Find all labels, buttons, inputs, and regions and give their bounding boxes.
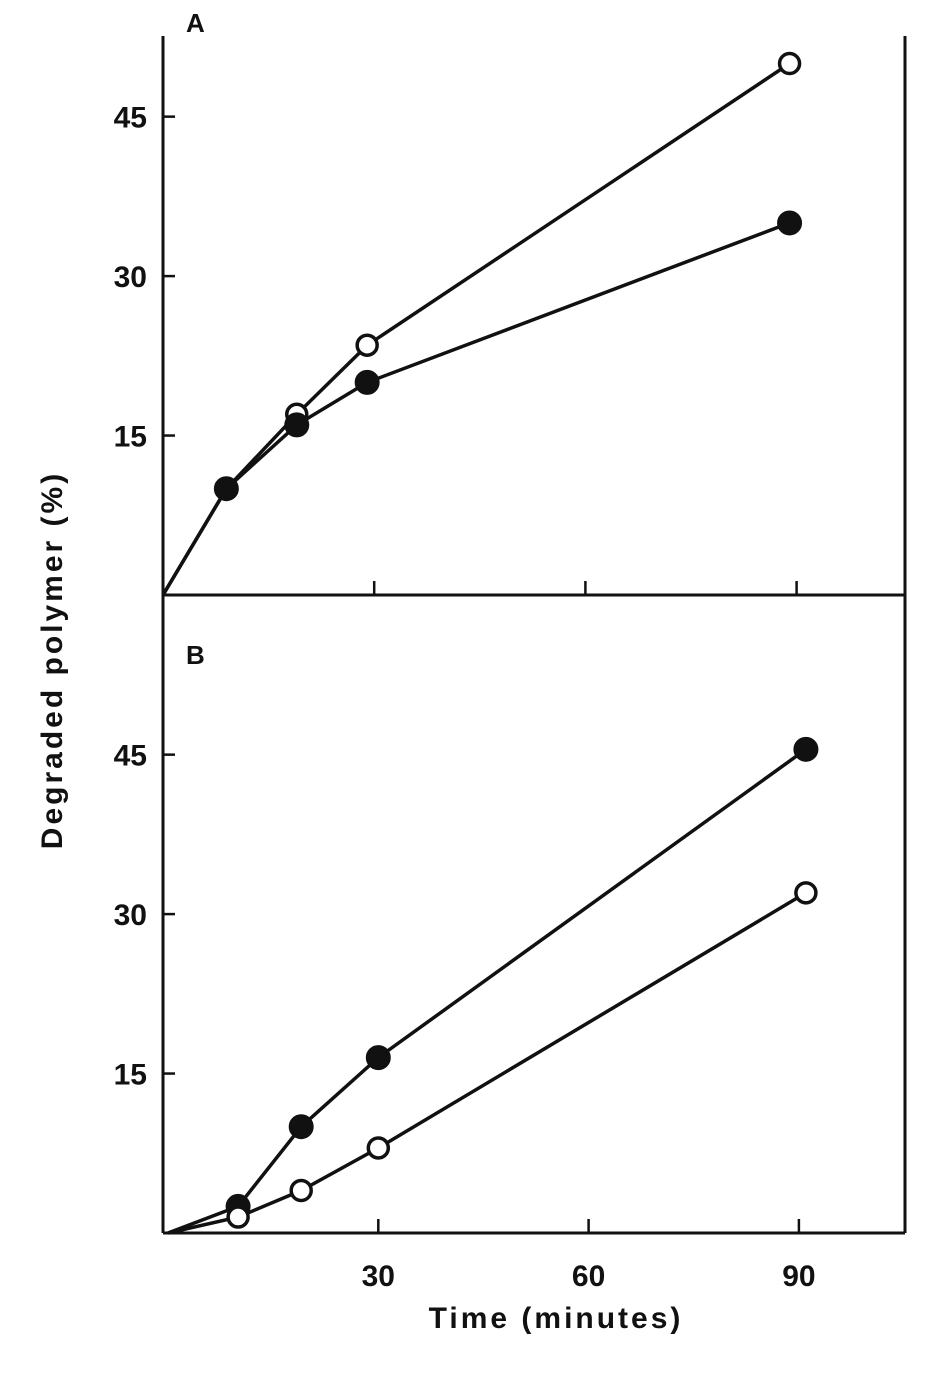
filled-data-point xyxy=(365,1045,391,1071)
x-tick-label: 30 xyxy=(362,1260,395,1293)
y-tick-label: 30 xyxy=(114,261,147,294)
series-line xyxy=(161,221,791,596)
y-tick-label: 45 xyxy=(114,740,147,773)
open-data-point xyxy=(777,51,802,76)
filled-data-point xyxy=(777,210,803,236)
panel-b: B 15 30 45 30 60 90 xyxy=(114,595,907,1293)
series-line xyxy=(161,62,791,596)
filled-data-point xyxy=(354,369,380,395)
open-data-point xyxy=(226,1205,250,1229)
filled-data-point xyxy=(288,1114,314,1140)
x-tick-label: 60 xyxy=(572,1260,605,1293)
open-data-point xyxy=(366,1136,391,1160)
open-data-point xyxy=(355,333,379,357)
panel-a: A 15 30 45 xyxy=(114,8,907,597)
y-tick-label: 15 xyxy=(114,421,147,454)
y-tick-label: 45 xyxy=(114,102,147,135)
y-tick-label: 15 xyxy=(114,1059,147,1092)
x-axis-label: Time (minutes) xyxy=(429,1302,684,1335)
series-line xyxy=(167,747,807,1235)
panel-label: B xyxy=(186,640,205,670)
filled-data-point xyxy=(793,736,819,762)
open-data-point xyxy=(794,881,818,905)
series-line xyxy=(167,891,807,1235)
x-tick-label: 90 xyxy=(782,1260,815,1293)
filled-data-point xyxy=(213,476,239,502)
y-axis-label: Degraded polymer (%) xyxy=(36,471,69,849)
y-tick-label: 30 xyxy=(114,899,147,932)
panel-label: A xyxy=(186,8,205,38)
filled-data-point xyxy=(284,412,310,438)
open-data-point xyxy=(289,1178,313,1203)
